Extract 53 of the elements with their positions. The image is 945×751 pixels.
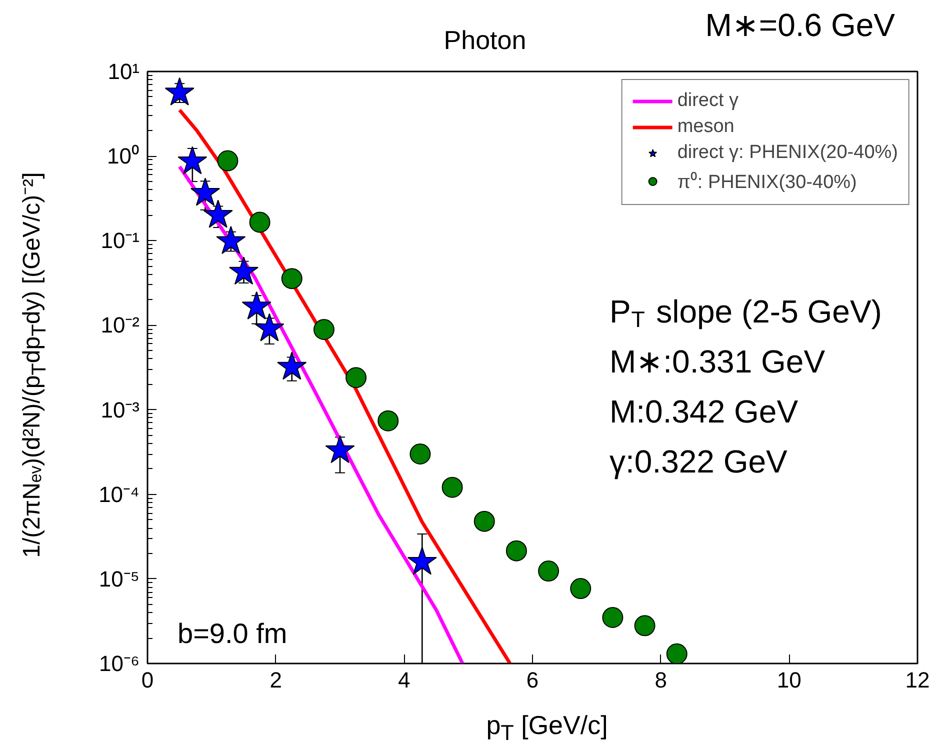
- legend-label: direct γ: [677, 90, 739, 112]
- point: [538, 560, 560, 582]
- y-tick-label: 10⁻¹: [100, 228, 140, 254]
- x-tick-label: 12: [905, 668, 930, 692]
- text: M∗=0.6 GeV: [705, 7, 895, 43]
- point: [203, 200, 233, 228]
- legend-label: meson: [677, 116, 734, 138]
- x-axis-title: p$_{T}$ [GeV/c]: [486, 710, 608, 746]
- annotation: M:0.342 GeV: [610, 393, 799, 430]
- point: [602, 607, 624, 628]
- x-tick-label: 10: [776, 668, 802, 692]
- y-tick-label: 10⁻²: [100, 312, 140, 338]
- x-tick-label: 0: [141, 668, 154, 692]
- point: [410, 444, 431, 464]
- y-tick-label: 10⁻⁵: [98, 566, 140, 592]
- point: [190, 178, 220, 206]
- point: [570, 578, 592, 600]
- point: [666, 643, 688, 664]
- y-tick-label: 10⁻⁴: [98, 482, 140, 507]
- point: [249, 212, 270, 233]
- x-tick-label: 6: [526, 668, 539, 692]
- point: [346, 367, 367, 388]
- point: [506, 540, 527, 562]
- point: [407, 546, 437, 575]
- point: [634, 615, 656, 636]
- legend-label: direct γ: PHENIX(20-40%): [677, 142, 898, 164]
- annotation: γ:0.322 GeV: [610, 443, 788, 480]
- chart-title: Photon: [444, 25, 526, 55]
- x-tick-label: 2: [270, 668, 282, 692]
- point: [254, 313, 284, 342]
- point: [164, 77, 194, 106]
- legend-label: π⁰: PHENIX(30-40%): [677, 170, 857, 194]
- point: [216, 226, 246, 254]
- point: [313, 319, 334, 340]
- x-tick-label: 4: [398, 668, 410, 692]
- line-series: [178, 108, 512, 664]
- point: [378, 410, 399, 432]
- point: [325, 435, 355, 464]
- point: [228, 256, 259, 285]
- point: [242, 291, 272, 320]
- y-tick-label: 10⁰: [107, 144, 140, 169]
- annotation: b=9.0 fm: [178, 618, 288, 649]
- y-tick-label: 10⁻³: [100, 397, 140, 422]
- y-tick-label: 10⁻⁶: [98, 651, 140, 676]
- y-tick-label: 10¹: [108, 59, 140, 84]
- point: [217, 150, 238, 172]
- point: [178, 146, 208, 174]
- point: [474, 510, 495, 532]
- x-tick-label: 8: [654, 668, 667, 692]
- annotation: M∗:0.331 GeV: [610, 343, 826, 380]
- point: [442, 476, 463, 498]
- point: [277, 352, 307, 380]
- point: [281, 268, 302, 290]
